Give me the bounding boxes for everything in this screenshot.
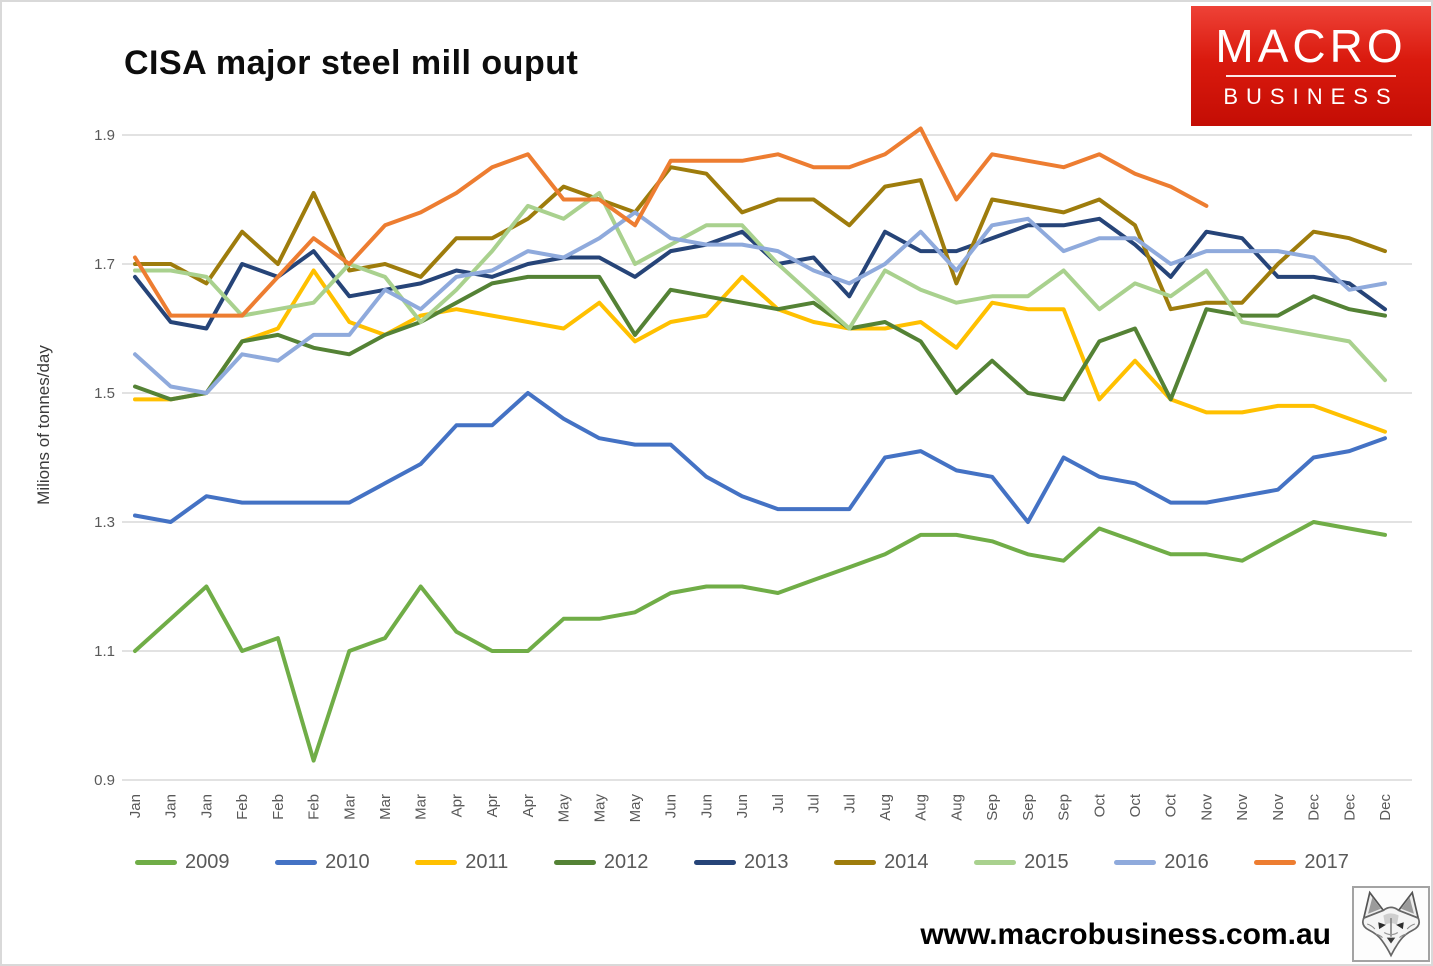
x-tick-label: Sep [1056,794,1073,821]
page-title: CISA major steel mill ouput [124,44,579,82]
series-line-2009 [133,520,1387,763]
legend-label: 2014 [884,850,929,873]
series-line-2015 [133,191,1387,383]
legend-swatch-icon [974,859,1017,865]
x-tick-label: Feb [306,794,323,820]
x-tick-label: Jun [734,794,751,818]
x-tick-label: Nov [1234,794,1251,821]
x-tick-label: Mar [341,794,358,820]
fox-sketch-logo [1352,886,1430,962]
x-tick-label: Jun [698,794,715,818]
series-line-2014 [133,165,1387,312]
legend-label: 2011 [465,850,509,873]
legend-label: 2016 [1164,850,1209,873]
chart-legend: 2009 2010 2011 2012 2013 2014 2015 2016 2017 [135,847,1349,877]
legend-item-2016: 2016 [1114,851,1209,874]
x-tick-label: Jul [841,794,858,813]
legend-swatch-icon [553,859,596,865]
x-tick-label: May [627,794,644,823]
legend-swatch-icon [1114,859,1157,865]
line-chart: 0.9 1.1 1.3 1.5 1.7 1.9 Milions of tonnes/day J… [34,126,1412,823]
legend-item-2017: 2017 [1254,851,1349,874]
x-tick-label: Jan [163,794,180,818]
legend-swatch-icon [415,859,458,865]
legend-item-2012: 2012 [553,850,649,874]
logo-text-macro: MACRO [1215,19,1407,72]
x-tick-label: Oct [1127,793,1144,817]
x-tick-label: Mar [377,794,394,820]
x-tick-label: Sep [1020,794,1037,821]
x-tick-label: Aug [913,794,930,821]
y-axis-title: Milions of tonnes/day [34,345,53,505]
series-line-2013 [133,216,1387,331]
x-tick-label: May [591,794,608,823]
legend-swatch-icon [1254,859,1297,865]
fox-icon [1361,890,1421,958]
series-line-2016 [133,210,1387,395]
legend-item-2015: 2015 [974,851,1069,874]
legend-label: 2012 [603,850,649,873]
series-line-2017 [133,126,1209,318]
x-tick-label: Oct [1163,793,1180,817]
legend-swatch-icon [834,859,877,865]
x-tick-label: Jul [770,794,787,813]
x-tick-label: Dec [1377,794,1394,821]
x-tick-label: Apr [520,794,537,817]
x-tick-label: Jan [198,794,215,818]
x-tick-label: Jun [663,794,680,818]
y-tick-label: 1.7 [94,256,115,273]
x-tick-label: Dec [1306,794,1323,821]
x-tick-label: Apr [484,794,501,817]
series-line-2012 [133,274,1387,402]
legend-swatch-icon [275,859,318,865]
legend-item-2009: 2009 [135,851,230,874]
legend-item-2014: 2014 [834,851,929,874]
x-tick-label: Aug [948,794,965,821]
legend-label: 2009 [185,850,230,873]
legend-item-2011: 2011 [415,851,508,874]
x-tick-label: May [556,794,573,823]
legend-label: 2013 [743,850,789,873]
y-tick-label: 1.1 [94,643,115,660]
legend-label: 2017 [1304,850,1349,873]
x-tick-label: Feb [234,794,251,820]
legend-swatch-icon [135,859,177,865]
x-tick-label: Dec [1341,794,1358,821]
x-tick-label: Nov [1198,794,1215,821]
logo-text-business: BUSINESS [1223,83,1399,109]
y-tick-label: 0.9 [94,772,115,789]
x-tick-label: Feb [270,794,287,820]
macrobusiness-logo: MACRO BUSINESS [1191,6,1431,126]
x-tick-label: Jan [127,794,144,818]
legend-item-2013: 2013 [693,850,789,874]
x-tick-label: Apr [448,794,465,817]
y-tick-label: 1.3 [94,514,115,531]
y-tick-label: 1.5 [94,385,115,402]
x-tick-label: Sep [984,794,1001,821]
legend-item-2010: 2010 [275,851,370,874]
x-tick-label: Aug [877,794,894,821]
legend-swatch-icon [693,859,736,865]
series-line-2010 [133,391,1387,524]
legend-label: 2015 [1024,850,1069,873]
logo-divider [1226,74,1396,77]
x-tick-label: Jul [806,794,823,813]
legend-label: 2010 [325,850,370,873]
x-tick-label: Oct [1091,793,1108,817]
series-line-2011 [133,268,1387,434]
x-tick-label: Nov [1270,794,1287,821]
site-url[interactable]: www.macrobusiness.com.au [920,918,1331,951]
y-tick-label: 1.9 [94,127,115,144]
x-tick-label: Mar [413,794,430,820]
